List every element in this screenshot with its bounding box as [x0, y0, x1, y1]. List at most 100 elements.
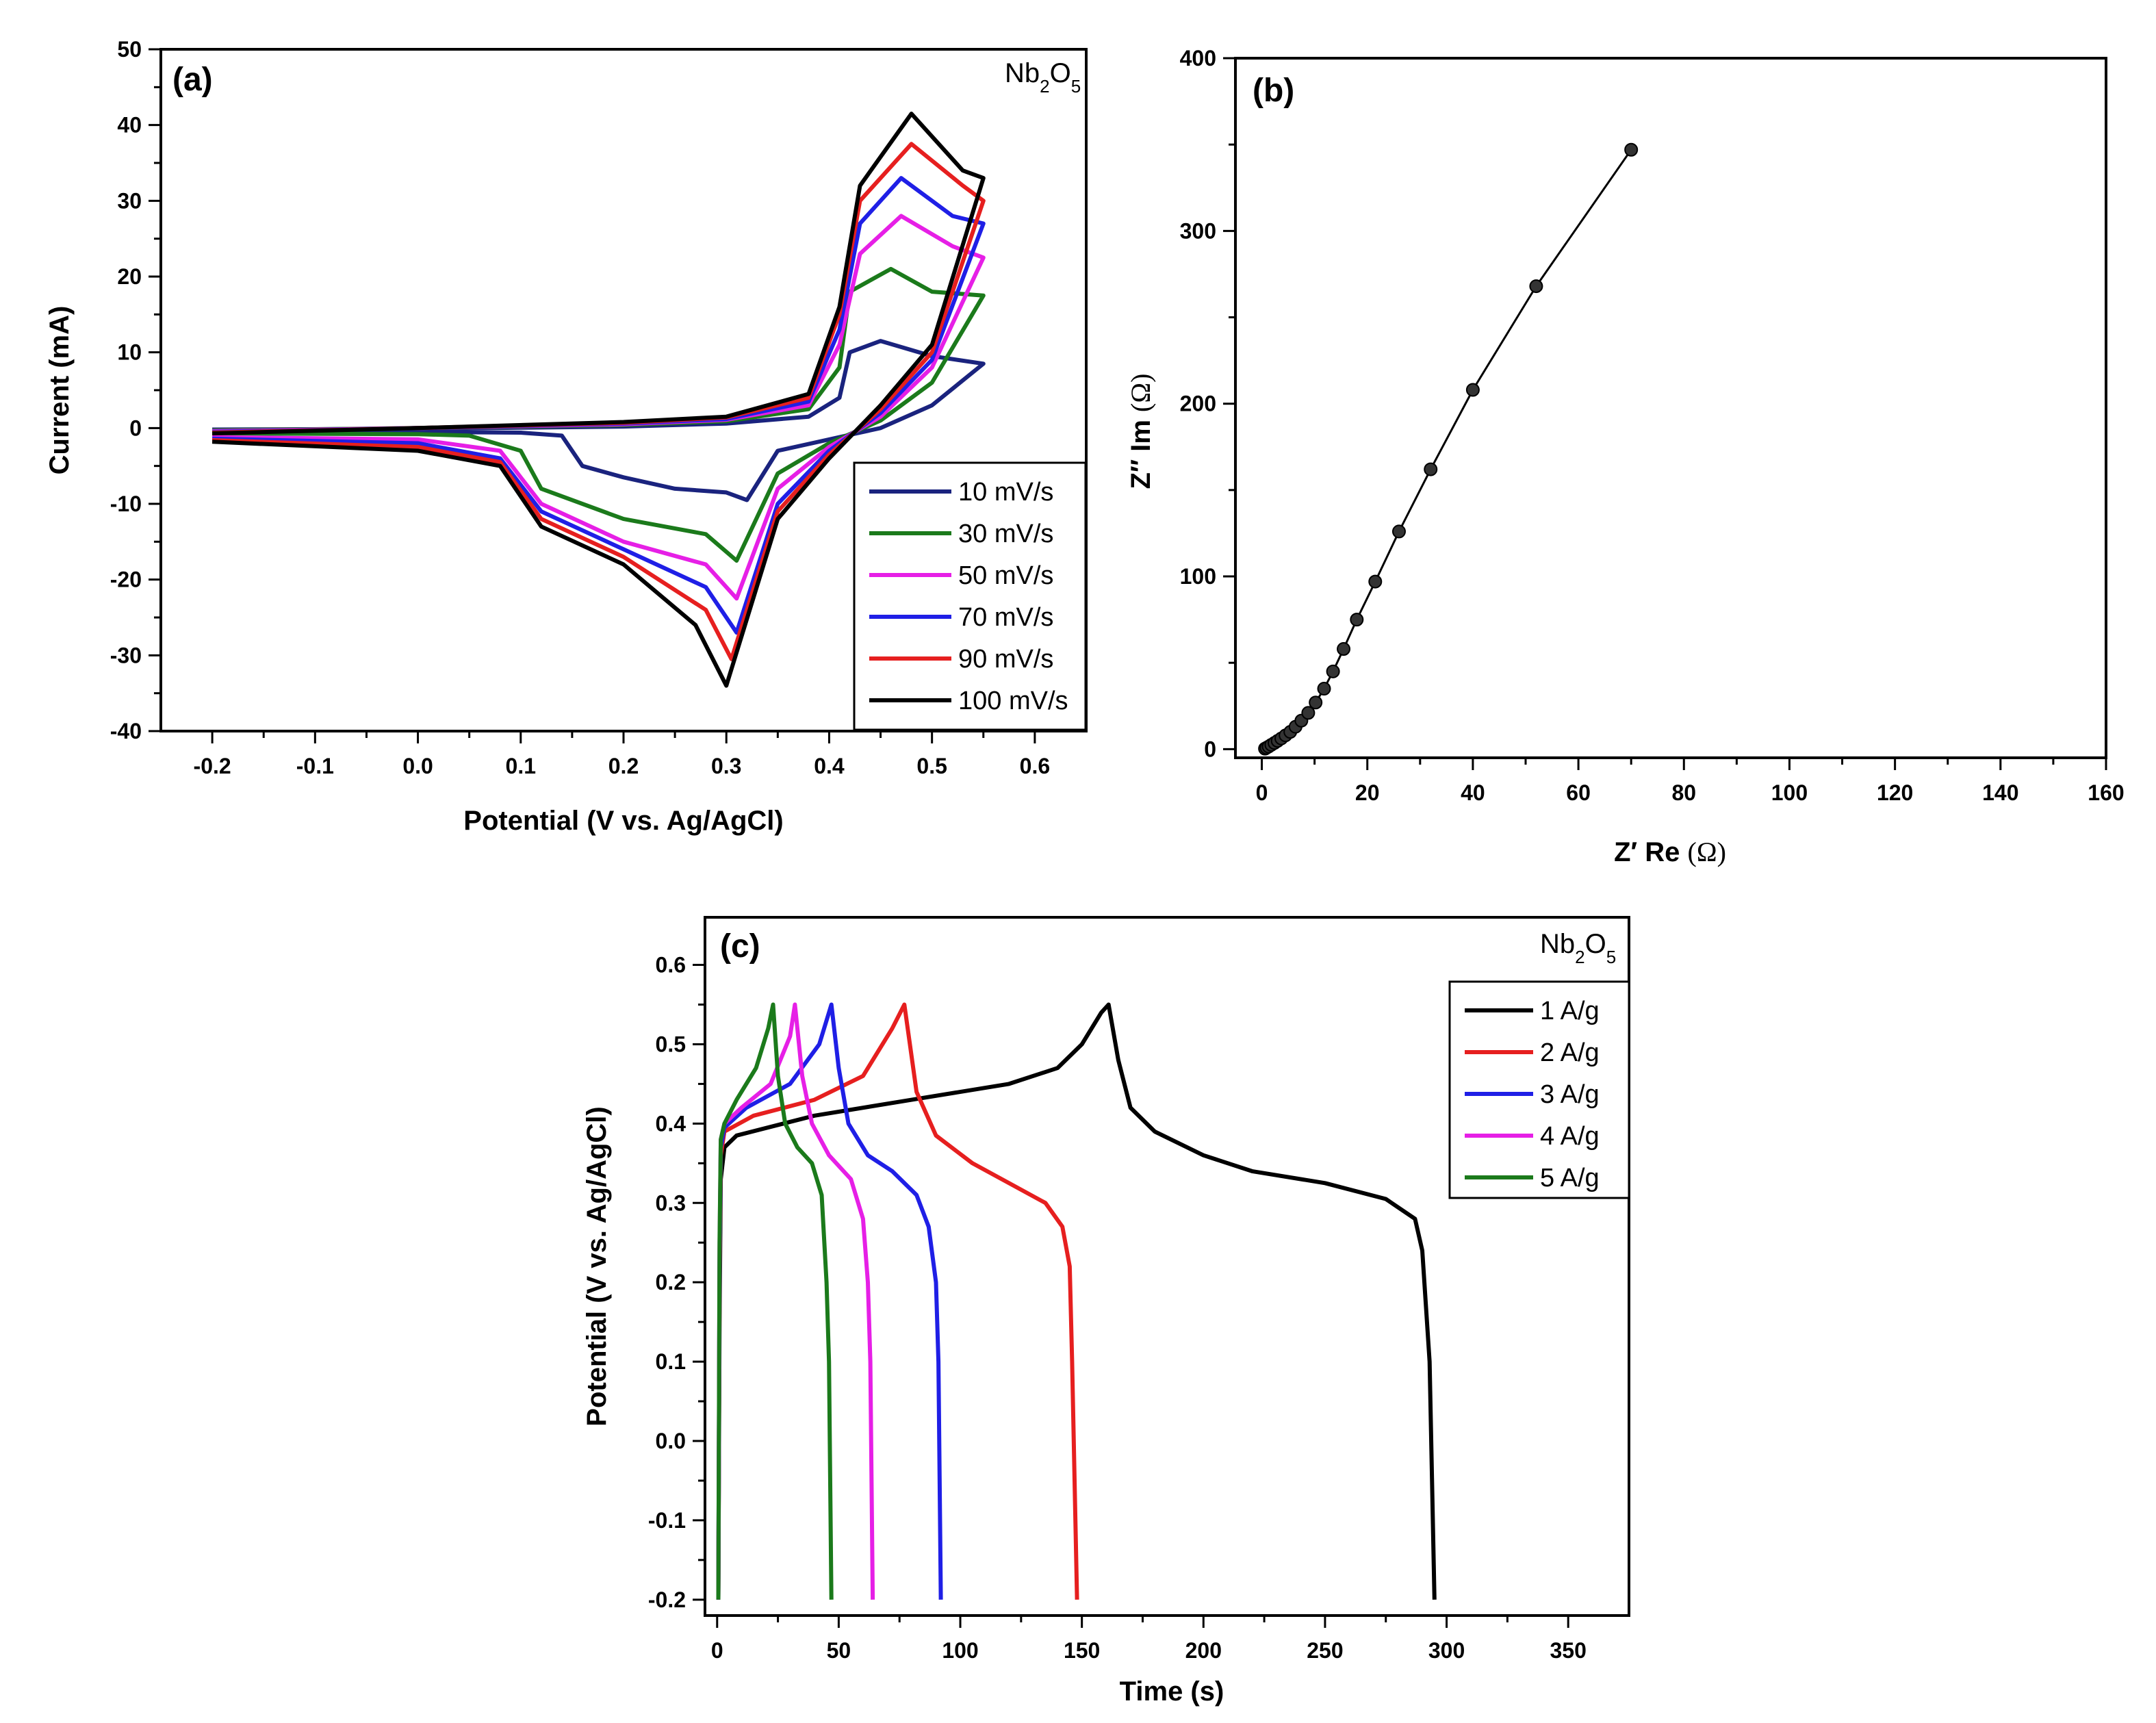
panel-a-ytick-label: -30 [110, 643, 142, 667]
panel-c-series-line [716, 1002, 1437, 1600]
panel-a-ytick-label: -20 [110, 567, 142, 592]
panel-c-legend-box [1448, 980, 1630, 1199]
panel-c-ytick-label: -0.1 [648, 1508, 686, 1533]
panel-b-letter: (b) [1253, 73, 1294, 109]
panel-a-series-line [212, 339, 986, 502]
panel-c-ytick-label: 0.0 [656, 1429, 686, 1453]
panel-a-legend-label: 50 mV/s [958, 561, 1053, 590]
panel-a-ytick-label: 10 [117, 340, 142, 365]
panel-b-data-point [1368, 574, 1383, 589]
panel-b-data-point [1424, 462, 1438, 476]
panel-a-xtick-label: 0.0 [402, 754, 433, 778]
panel-a-legend-box [853, 461, 1087, 731]
panel-a-axes: -0.2 -0.1 0.0 0.1 0.2 0.3 0.4 0.5 0.6 -40 -30 -20 -1… [110, 37, 1050, 778]
panel-a-letter: (a) [172, 62, 213, 98]
panel-c-ytick-label: -0.2 [648, 1587, 686, 1612]
panel-a-legend-label: 30 mV/s [958, 520, 1053, 548]
panel-c-xtick-label: 300 [1428, 1638, 1465, 1663]
panel-b-data-point [1337, 642, 1351, 656]
panel-a-ytick-label: 20 [117, 264, 142, 289]
panel-a-xtick-label: -0.2 [194, 754, 231, 778]
panel-b-ylabel: Z″ Im (Ω) [1125, 374, 1156, 489]
panel-c-ylabel: Potential (V vs. Ag/AgCl) [582, 1106, 612, 1426]
panel-b-xtick-label: 80 [1671, 780, 1696, 805]
panel-a-xtick-label: -0.1 [296, 754, 334, 778]
panel-b-ytick-label: 0 [1204, 737, 1216, 761]
panel-b-data-point [1391, 524, 1406, 539]
panel-a-xtick-label: 0.5 [916, 754, 947, 778]
panel-a-legend: 10 mV/s 30 mV/s 50 mV/s 70 mV/s 90 mV/s 100 m… [853, 461, 1087, 731]
panel-b-xtick-label: 20 [1355, 780, 1380, 805]
panel-a-xtick-label: 0.6 [1020, 754, 1050, 778]
panel-c-xtick-label: 350 [1550, 1638, 1586, 1663]
panel-a-xtick-label: 0.4 [814, 754, 845, 778]
panel-c-frame [704, 916, 1630, 1617]
panel-b-data-point [1529, 279, 1543, 294]
panel-b-data-point [1309, 695, 1323, 710]
panel-a-ytick-label: 50 [117, 37, 142, 62]
panel-a-legend-label: 100 mV/s [958, 687, 1068, 715]
panel-b-series [1258, 142, 1639, 756]
panel-c-axes: 0 50 100 150 200 250 300 350 -0.2 -0.1 0.0 0.1 0.2 0.… [648, 953, 1587, 1663]
panel-c-ytick-label: 0.1 [656, 1349, 686, 1374]
panel-b-xtick-label: 120 [1877, 780, 1913, 805]
panel-c-legend: 1 A/g 2 A/g 3 A/g 4 A/g 5 A/g [1448, 980, 1630, 1199]
panel-a-series [211, 112, 986, 688]
panel-c-ytick-label: 0.5 [656, 1032, 686, 1056]
panel-c-legend-label: 5 A/g [1540, 1164, 1600, 1192]
panel-a-xtick-label: 0.2 [608, 754, 639, 778]
panel-a-xlabel: Potential (V vs. Ag/AgCl) [463, 806, 783, 836]
panel-b-axes: 0 20 40 60 80 100 120 140 160 0 100 200 300 400 [1180, 46, 2125, 805]
panel-b-data-point [1624, 142, 1639, 157]
panel-b-ytick-label: 400 [1180, 46, 1216, 71]
panel-a-legend-label: 10 mV/s [958, 478, 1053, 507]
panel-a-compound-label: Nb2O5 [1005, 58, 1081, 97]
panel-b-ytick-label: 100 [1180, 564, 1216, 589]
panel-a: -0.2 -0.1 0.0 0.1 0.2 0.3 0.4 0.5 0.6 -40 -30 -20 -1… [44, 37, 1088, 836]
panel-a-series-line [212, 266, 986, 563]
panel-c-ytick-label: 0.6 [656, 953, 686, 978]
panel-b-data-point [1326, 664, 1340, 678]
panel-a-ytick-label: 40 [117, 113, 142, 138]
panel-b-xlabel: Z′ Re (Ω) [1614, 837, 1726, 867]
panel-a-legend-label: 90 mV/s [958, 645, 1053, 674]
panel-c-series [716, 1002, 1437, 1600]
panel-c-ytick-label: 0.4 [656, 1111, 686, 1136]
panel-c-xtick-label: 0 [711, 1638, 723, 1663]
panel-b-xtick-label: 140 [1982, 780, 2018, 805]
panel-b-data-point [1301, 706, 1316, 720]
panel-c-legend-label: 1 A/g [1540, 997, 1600, 1025]
panel-c-ytick-label: 0.2 [656, 1270, 686, 1294]
panel-a-ytick-label: -10 [110, 492, 142, 516]
panel-c-legend-label: 4 A/g [1540, 1122, 1600, 1151]
panel-b-data-point [1317, 682, 1331, 696]
panel-c-compound-label: Nb2O5 [1540, 929, 1616, 967]
panel-a-xtick-label: 0.3 [711, 754, 741, 778]
panel-c-ytick-label: 0.3 [656, 1190, 686, 1215]
panel-c-xtick-label: 250 [1307, 1638, 1343, 1663]
panel-b-series-line [1264, 149, 1632, 750]
panel-c-letter: (c) [720, 928, 760, 965]
panel-b-xtick-label: 60 [1566, 780, 1591, 805]
panel-b-frame [1234, 57, 2107, 759]
panel-b-data-point [1465, 383, 1480, 397]
panel-b-xtick-label: 160 [2088, 780, 2124, 805]
panel-c-xlabel: Time (s) [1120, 1676, 1224, 1707]
panel-b-ytick-label: 200 [1180, 392, 1216, 416]
panel-c-series-line [716, 1002, 834, 1600]
panel-b-xtick-label: 0 [1256, 780, 1268, 805]
panel-c-legend-label: 3 A/g [1540, 1080, 1600, 1109]
panel-a-series-line [212, 176, 986, 635]
panel-b: 0 20 40 60 80 100 120 140 160 0 100 200 300 400 (b) Z… [1125, 46, 2125, 867]
panel-c-legend-label: 2 A/g [1540, 1038, 1600, 1067]
panel-b-xtick-label: 40 [1461, 780, 1485, 805]
panel-a-ytick-label: 0 [129, 416, 142, 440]
panel-c-xtick-label: 200 [1185, 1638, 1222, 1663]
panel-a-ytick-label: -40 [110, 719, 142, 743]
panel-c: 0 50 100 150 200 250 300 350 -0.2 -0.1 0.0 0.1 0.2 0.… [582, 916, 1630, 1707]
panel-b-xtick-label: 100 [1771, 780, 1808, 805]
panel-b-ytick-label: 300 [1180, 218, 1216, 243]
panel-b-data-point [1350, 613, 1364, 627]
panel-a-xtick-label: 0.1 [506, 754, 536, 778]
